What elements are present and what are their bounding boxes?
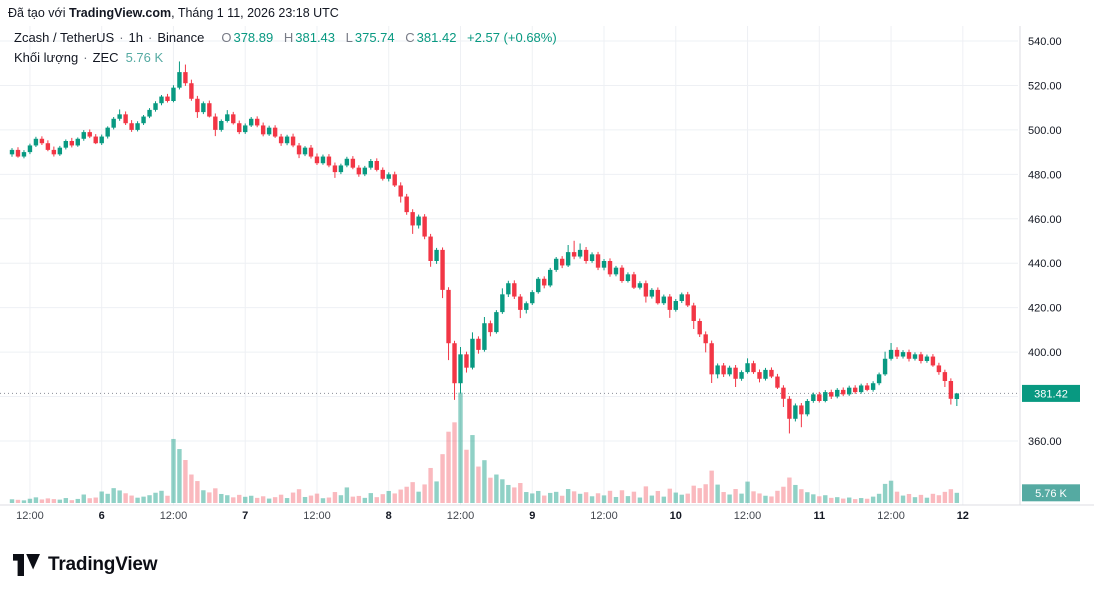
ohlc-readout: O 378.89 H 381.43 L 375.74 C 381.42 +2.57 (+… bbox=[214, 30, 556, 45]
svg-text:480.00: 480.00 bbox=[1028, 169, 1062, 181]
tradingview-logo[interactable]: TradingView bbox=[13, 554, 158, 576]
volume-symbol: ZEC bbox=[92, 50, 119, 65]
separator-dot: · bbox=[148, 30, 153, 45]
svg-text:440.00: 440.00 bbox=[1028, 258, 1062, 270]
svg-text:12:00: 12:00 bbox=[734, 510, 762, 522]
close-label: C bbox=[405, 30, 415, 45]
svg-text:5.76 K: 5.76 K bbox=[1035, 488, 1067, 500]
price-change: +2.57 (+0.68%) bbox=[467, 30, 557, 45]
symbol-row: Zcash / TetherUS · 1h · Binance O 378.89 … bbox=[14, 30, 557, 45]
legend: Zcash / TetherUS · 1h · Binance O 378.89 … bbox=[14, 30, 557, 65]
svg-text:12:00: 12:00 bbox=[303, 510, 331, 522]
grid-layer bbox=[0, 26, 1018, 505]
attribution: Đã tạo với TradingView.com, Tháng 1 11, … bbox=[8, 6, 339, 20]
symbol-name[interactable]: Zcash / TetherUS bbox=[14, 30, 115, 45]
svg-text:420.00: 420.00 bbox=[1028, 303, 1062, 315]
svg-text:7: 7 bbox=[242, 510, 248, 522]
svg-text:6: 6 bbox=[99, 510, 105, 522]
svg-text:500.00: 500.00 bbox=[1028, 125, 1062, 137]
interval-value[interactable]: 1h bbox=[128, 30, 144, 45]
svg-text:381.42: 381.42 bbox=[1034, 388, 1068, 400]
svg-text:460.00: 460.00 bbox=[1028, 214, 1062, 226]
time-axis[interactable]: 12:00 6 12:00 7 12:00 8 12:00 9 12:00 10 12:00 11 12… bbox=[16, 510, 969, 522]
separator-dot: · bbox=[83, 50, 88, 65]
high-value: 381.43 bbox=[295, 30, 336, 45]
svg-text:400.00: 400.00 bbox=[1028, 347, 1062, 359]
svg-text:360.00: 360.00 bbox=[1028, 436, 1062, 448]
svg-text:540.00: 540.00 bbox=[1028, 36, 1062, 48]
svg-text:12: 12 bbox=[957, 510, 969, 522]
high-label: H bbox=[283, 30, 294, 45]
low-value: 375.74 bbox=[354, 30, 395, 45]
price-badge: 381.42 bbox=[1022, 384, 1080, 402]
svg-text:12:00: 12:00 bbox=[877, 510, 905, 522]
tradingview-link[interactable]: TradingView.com bbox=[69, 6, 172, 20]
volume-label: Khối lượng bbox=[14, 50, 79, 65]
volume-row: Khối lượng · ZEC 5.76 K bbox=[14, 50, 557, 65]
open-label: O bbox=[221, 30, 232, 45]
svg-text:520.00: 520.00 bbox=[1028, 80, 1062, 92]
volume-badge: 5.76 K bbox=[1022, 484, 1080, 502]
svg-text:8: 8 bbox=[386, 510, 392, 522]
volume-histogram bbox=[9, 392, 960, 503]
tradingview-logo-icon bbox=[13, 554, 40, 576]
svg-text:12:00: 12:00 bbox=[160, 510, 188, 522]
separator-dot: · bbox=[119, 30, 124, 45]
svg-text:11: 11 bbox=[813, 510, 825, 522]
svg-text:10: 10 bbox=[670, 510, 682, 522]
volume-value: 5.76 K bbox=[125, 50, 164, 65]
svg-text:9: 9 bbox=[529, 510, 535, 522]
close-value: 381.42 bbox=[416, 30, 457, 45]
svg-text:12:00: 12:00 bbox=[16, 510, 44, 522]
axis-borders bbox=[0, 26, 1094, 506]
tradingview-wordmark: TradingView bbox=[48, 554, 158, 575]
candles-layer[interactable] bbox=[9, 61, 960, 434]
attribution-timestamp: , Tháng 1 11, 2026 23:18 UTC bbox=[171, 6, 339, 20]
exchange-name[interactable]: Binance bbox=[157, 30, 205, 45]
svg-text:12:00: 12:00 bbox=[590, 510, 618, 522]
svg-text:12:00: 12:00 bbox=[447, 510, 475, 522]
attribution-prefix: Đã tạo với bbox=[8, 6, 69, 20]
open-value: 378.89 bbox=[233, 30, 274, 45]
low-label: L bbox=[345, 30, 353, 45]
